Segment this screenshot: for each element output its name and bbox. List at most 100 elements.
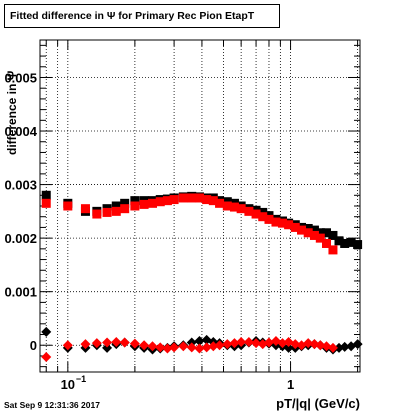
data-point-square	[41, 198, 51, 208]
data-point-diamond	[186, 342, 197, 353]
data-point-square	[340, 238, 350, 248]
data-point-diamond	[169, 342, 180, 353]
data-point-square	[309, 230, 319, 240]
y-tick-label: 0.005	[4, 70, 37, 85]
x-tick-label: 10	[61, 377, 75, 392]
data-point-square	[229, 202, 239, 212]
data-point-square	[346, 237, 356, 247]
data-point-square	[334, 236, 344, 246]
y-tick-label: 0.003	[4, 178, 37, 193]
data-point-diamond	[283, 342, 294, 353]
data-point-diamond	[80, 339, 91, 350]
data-point-diamond	[263, 337, 274, 348]
data-point-diamond	[251, 338, 262, 349]
y-axis-label: difference in Ψ	[5, 70, 19, 155]
data-point-square	[187, 193, 197, 203]
data-point-square	[63, 201, 73, 211]
data-point-square	[92, 209, 102, 219]
data-point-square	[139, 199, 149, 209]
data-point-square	[328, 230, 338, 240]
data-point-square	[277, 218, 287, 228]
data-point-diamond	[91, 338, 102, 349]
data-point-diamond	[315, 340, 326, 351]
data-point-square	[322, 238, 332, 248]
timestamp: Sat Sep 9 12:31:36 2017	[4, 400, 100, 410]
data-point-diamond	[119, 337, 130, 348]
data-point-diamond	[41, 326, 52, 337]
x-tick-label: 1	[287, 377, 294, 392]
data-point-square	[322, 228, 332, 238]
data-point-diamond	[102, 342, 113, 353]
y-axis-label-wrap: difference in Ψ	[5, 71, 25, 175]
data-point-diamond	[277, 338, 288, 349]
data-point-square	[353, 240, 363, 250]
data-point-square	[120, 204, 130, 214]
data-point-diamond	[229, 338, 240, 349]
data-point-diamond	[208, 341, 219, 352]
data-point-diamond	[236, 337, 247, 348]
data-point-diamond	[178, 341, 189, 352]
data-point-square	[120, 198, 130, 208]
data-marks	[41, 190, 363, 363]
axis-ticks: 0 0.001 0.002 0.003 0.004 0.005 10 −1 1	[4, 40, 360, 392]
data-point-square	[130, 201, 140, 211]
series-1	[41, 193, 338, 255]
data-point-square	[258, 212, 268, 222]
data-point-square	[130, 196, 140, 206]
data-point-square	[236, 204, 246, 214]
data-point-square	[309, 225, 319, 235]
data-point-diamond	[162, 343, 173, 354]
data-point-diamond	[201, 342, 212, 353]
data-point-diamond	[214, 340, 225, 351]
data-point-square	[178, 193, 188, 203]
data-point-diamond	[111, 337, 122, 348]
data-point-square	[315, 233, 325, 243]
data-point-square	[148, 198, 158, 208]
y-tick-label: 0	[30, 338, 37, 353]
data-point-square	[215, 198, 225, 208]
data-point-square	[328, 245, 338, 255]
data-point-square	[169, 195, 179, 205]
data-point-diamond	[139, 340, 150, 351]
data-point-square	[80, 204, 90, 214]
data-point-square	[297, 225, 307, 235]
data-point-diamond	[194, 343, 205, 354]
data-point-diamond	[62, 340, 73, 351]
data-point-diamond	[339, 341, 350, 352]
y-tick-label: 0.002	[4, 231, 37, 246]
data-point-diamond	[290, 339, 301, 350]
data-point-diamond	[327, 342, 338, 353]
data-point-square	[111, 201, 121, 211]
y-tick-label: 0.001	[4, 285, 37, 300]
data-point-square	[290, 222, 300, 232]
data-point-square	[194, 193, 204, 203]
chart-title: Fitted difference in Ψ for Primary Rec P…	[4, 4, 280, 28]
x-axis-label: pT/|q| (GeV/c)	[276, 396, 360, 411]
data-point-square	[102, 207, 112, 217]
x-tick-label-exponent: −1	[76, 374, 86, 384]
data-point-square	[202, 195, 212, 205]
data-point-diamond	[194, 335, 205, 346]
data-point-square	[284, 220, 294, 230]
data-point-diamond	[147, 341, 158, 352]
data-point-diamond	[41, 352, 52, 363]
data-point-square	[271, 217, 281, 227]
data-point-square	[162, 196, 172, 206]
data-point-diamond	[352, 339, 363, 350]
data-point-square	[264, 214, 274, 224]
data-point-square	[251, 209, 261, 219]
data-point-square	[41, 190, 51, 200]
data-point-diamond	[243, 337, 254, 348]
data-point-diamond	[155, 342, 166, 353]
data-point-square	[303, 228, 313, 238]
data-point-square	[315, 228, 325, 238]
y-tick-label: 0.004	[4, 124, 37, 139]
data-point-diamond	[303, 338, 314, 349]
data-point-square	[222, 201, 232, 211]
data-point-square	[111, 206, 121, 216]
data-point-diamond	[102, 337, 113, 348]
data-point-diamond	[222, 339, 233, 350]
data-point-square	[155, 197, 165, 207]
